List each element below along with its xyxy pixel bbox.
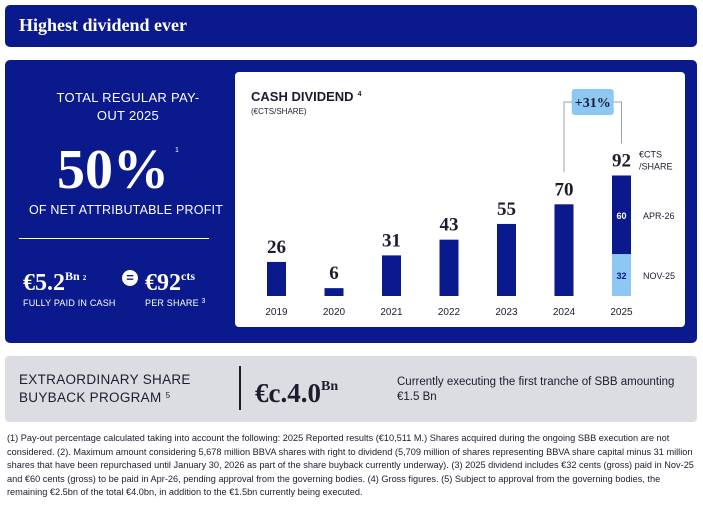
growth-badge (571, 89, 614, 115)
bars-layer: 26 2019 6 2020 31 2021 43 2022 55 2023 70 2024 32 NOV… (265, 89, 675, 318)
per-share-value: €92 (145, 270, 181, 296)
value-label-2021: 31 (382, 230, 401, 251)
payout-subtitle: OF NET ATTRIBUTABLE PROFIT (28, 203, 224, 217)
buyback-description: Currently executing the first tranche of… (397, 376, 675, 403)
segment-value-nov-25: 32 (616, 271, 626, 281)
payout-heading: TOTAL REGULAR PAY-OUT 2025 (56, 90, 200, 123)
x-tick-2025: 2025 (610, 307, 633, 318)
cash-caption: FULLY PAID IN CASH (23, 298, 116, 308)
bar-2025-apr-26 (612, 175, 631, 255)
x-tick-2020: 2020 (323, 307, 346, 318)
x-tick-2022: 2022 (438, 307, 461, 318)
cash-total-unit: Bn 2 (65, 269, 87, 283)
chart-title: CASH DIVIDEND 4 (251, 89, 362, 104)
bar-2020 (324, 288, 344, 296)
page-title: Highest dividend ever (19, 15, 188, 35)
buyback-value: €c.4.0Bn (255, 378, 339, 408)
bar-2024 (554, 204, 574, 296)
equals-icon: = (122, 270, 138, 286)
buyback-label-note: 5 (165, 391, 171, 400)
bar-2021 (382, 255, 401, 296)
bar-2022 (439, 239, 459, 296)
growth-label: +31% (575, 96, 611, 111)
buyback-divider (239, 366, 241, 410)
bar-2023 (497, 223, 516, 296)
x-tick-2023: 2023 (495, 307, 518, 318)
per-share-caption-note: 3 (201, 298, 206, 305)
chart-canvas: CASH DIVIDEND 4 (€CTS/SHARE) 26 2019 6 2020 3… (251, 89, 675, 318)
cash-total-value: €5.2 (23, 270, 65, 296)
payout-divider (19, 238, 209, 239)
chart-subtitle: (€CTS/SHARE) (251, 107, 307, 116)
footnotes: (1) Pay-out percentage calculated taking… (7, 433, 694, 498)
segment-label-nov-25: NOV-25 (643, 271, 675, 281)
x-tick-2019: 2019 (265, 307, 288, 318)
buyback-label-line1: EXTRAORDINARY SHARE (19, 372, 191, 387)
buyback-label-line2: BUYBACK PROGRAM 5 (19, 390, 171, 405)
payout-percentage-note: 1 (175, 147, 179, 154)
per-share-unit: cts (181, 269, 195, 283)
unit-label-line-1: €CTS (639, 149, 662, 159)
buyback-label: EXTRAORDINARY SHARE BUYBACK PROGRAM 5 (19, 372, 191, 406)
value-label-2024: 70 (555, 179, 574, 200)
per-share-caption: PER SHARE 3 (145, 298, 206, 308)
cash-total: €5.2Bn 2 (23, 262, 86, 297)
unit-label-line-2: /SHARE (639, 161, 673, 171)
chart-title-note: 4 (358, 91, 362, 98)
x-tick-2021: 2021 (380, 307, 403, 318)
buyback-value-unit: Bn (320, 379, 339, 394)
bar-2025-nov-25 (612, 254, 631, 296)
value-label-2019: 26 (267, 237, 286, 258)
segment-label-apr-26: APR-26 (643, 211, 675, 221)
payout-percentage: 50% (57, 139, 169, 201)
segment-value-apr-26: 60 (616, 211, 626, 221)
x-tick-2024: 2024 (553, 307, 576, 318)
buyback-panel: EXTRAORDINARY SHARE BUYBACK PROGRAM 5 €c… (5, 356, 697, 422)
value-label-2020: 6 (329, 263, 339, 284)
value-label-2023: 55 (497, 199, 516, 220)
title-bar: Highest dividend ever (5, 5, 697, 47)
cash-dividend-chart: CASH DIVIDEND 4 (€CTS/SHARE) 26 2019 6 2020 3… (235, 72, 685, 327)
value-label-2022: 43 (440, 215, 459, 236)
per-share: €92cts (145, 262, 195, 297)
cash-total-note: 2 (82, 274, 87, 282)
value-label-2025: 92 (612, 150, 631, 171)
bar-2019 (267, 261, 286, 296)
